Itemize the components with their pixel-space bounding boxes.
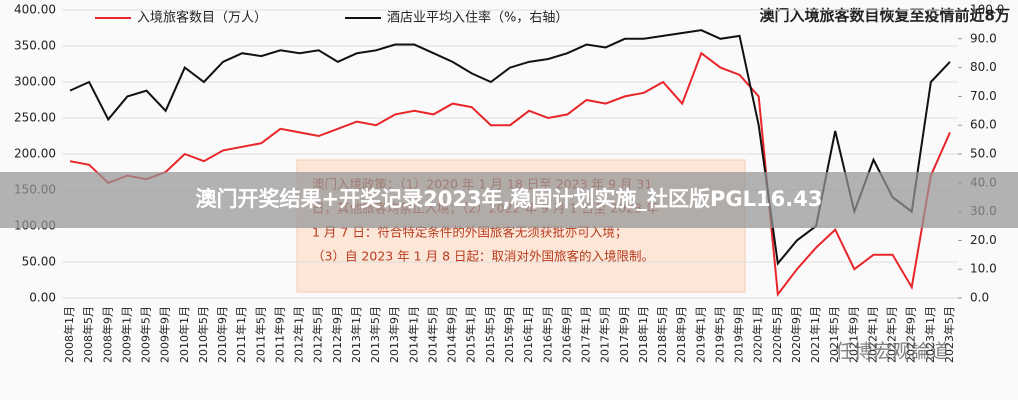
x-tick-label: 2017年1月 [579,306,593,363]
x-tick-label: 2008年5月 [81,306,95,363]
x-tick-label: 2016年5月 [540,306,554,363]
x-tick-label: 2010年1月 [177,306,191,363]
series-line [69,51,951,298]
x-tick-label: 2008年9月 [100,306,114,363]
legend-label: 入境旅客数目（万人） [137,10,267,26]
y-tick-label: 50.00 [22,255,56,269]
x-tick-label: 2014年5月 [425,306,439,363]
y2-tick-label: 20.0 [970,233,997,247]
x-tick-label: 2022年5月 [885,306,899,363]
annotation-text: （3）自 2023 年 1 月 8 日起：取消对外国旅客的入境限制。 [312,249,654,264]
x-tick-label: 2014年9月 [445,306,459,363]
y2-tick-label: 80.0 [970,60,997,74]
y-tick-label: 350.00 [14,39,56,53]
x-tick-label: 2009年9月 [158,306,172,363]
y-tick-label: 400.00 [14,3,56,17]
x-tick-label: 2020年9月 [789,306,803,363]
x-tick-label: 2008年1月 [62,306,76,363]
x-tick-label: 2014年1月 [406,306,420,363]
x-tick-label: 2012年9月 [330,306,344,363]
x-tick-label: 2018年1月 [636,306,650,363]
x-tick-label: 2015年5月 [483,306,497,363]
x-tick-label: 2009年1月 [119,306,133,363]
y-tick-label: 250.00 [14,111,56,125]
x-tick-label: 2013年5月 [368,306,382,363]
x-tick-label: 2013年9月 [387,306,401,363]
x-tick-label: 2023年1月 [923,306,937,363]
x-tick-label: 2019年5月 [712,306,726,363]
x-tick-label: 2019年1月 [693,306,707,363]
x-tick-label: 2011年9月 [272,306,286,363]
y2-tick-label: 70.0 [970,89,997,103]
x-tick-label: 2021年1月 [808,306,822,363]
y-tick-label: 200.00 [14,147,56,161]
y2-tick-label: 60.0 [970,118,997,132]
x-tick-label: 2015年9月 [502,306,516,363]
x-tick-label: 2010年5月 [196,306,210,363]
x-tick-label: 2010年9月 [215,306,229,363]
x-tick-label: 2021年9月 [846,306,860,363]
y2-tick-label: 10.0 [970,262,997,276]
banner [0,172,1018,228]
y2-tick-label: 0.0 [970,291,989,305]
x-tick-label: 2022年9月 [904,306,918,363]
x-tick-label: 2015年1月 [464,306,478,363]
banner-text: 澳门开奖结果+开奖记录2023年,稳固计划实施_社区版PGL16.43 [196,187,823,211]
x-tick-label: 2013年1月 [349,306,363,363]
y2-tick-label: 50.0 [970,147,997,161]
x-tick-label: 2016年9月 [559,306,573,363]
x-tick-label: 2011年1月 [234,306,248,363]
x-tick-label: 2018年5月 [655,306,669,363]
x-tick-label: 2016年1月 [521,306,535,363]
legend-label: 酒店业平均入住率（%，右轴） [387,10,568,26]
y2-tick-label: 90.0 [970,31,997,45]
x-tick-label: 2017年5月 [598,306,612,363]
x-tick-label: 2020年1月 [751,306,765,363]
x-tick-label: 2021年5月 [827,306,841,363]
y-tick-label: 0.00 [29,291,56,305]
x-tick-label: 2023年5月 [942,306,956,363]
x-tick-label: 2012年5月 [311,306,325,363]
x-tick-label: 2018年9月 [674,306,688,363]
x-tick-label: 2022年1月 [865,306,879,363]
x-tick-label: 2011年5月 [253,306,267,363]
y-tick-label: 300.00 [14,75,56,89]
y2-tick-label: 100.0 [970,3,1004,17]
x-tick-label: 2012年1月 [292,306,306,363]
x-tick-label: 2019年9月 [732,306,746,363]
x-tick-label: 2020年5月 [770,306,784,363]
watermark: 任博宏观論道 [835,341,949,363]
series-line [69,29,951,266]
x-tick-label: 2009年5月 [139,306,153,363]
annotation-text: 1 月 7 日：符合特定条件的外国旅客无须获批亦可入境； [312,225,627,240]
chart-title: 澳门入境旅客数目恢复至疫情前近8万 [760,7,1010,25]
x-tick-label: 2017年9月 [617,306,631,363]
